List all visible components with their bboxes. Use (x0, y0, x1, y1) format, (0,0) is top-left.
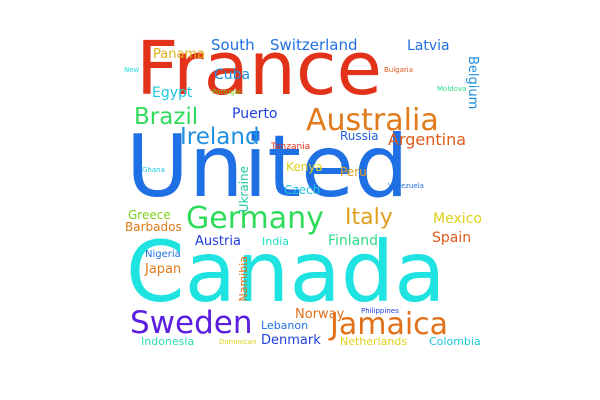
word-netherlands: Netherlands (340, 335, 408, 348)
word-germany: Germany (186, 201, 324, 236)
word-australia: Australia (306, 103, 439, 138)
word-jamaica: Jamaica (330, 307, 449, 342)
word-cuba: Cuba (214, 67, 251, 83)
word-south: South (211, 36, 255, 54)
word-panama: Panama (153, 47, 206, 62)
word-bulgaria: Bulgaria (384, 66, 414, 74)
word-ukraine: Ukraine (237, 166, 251, 213)
word-italy: Italy (345, 205, 393, 230)
word-united: United (126, 117, 409, 217)
word-switzerland: Switzerland (270, 36, 358, 54)
word-barbados: Barbados (125, 220, 182, 234)
word-japan: Japan (145, 262, 182, 277)
word-tanzania: Tanzania (271, 142, 311, 152)
word-greece: Greece (128, 208, 171, 222)
word-ghana: Ghana (142, 166, 165, 174)
word-brazil: Brazil (134, 104, 199, 130)
word-philippines: Philippines (361, 307, 399, 315)
word-czech: Czech (284, 183, 321, 197)
word-france: France (136, 26, 383, 112)
word-kenya: Kenya (286, 160, 323, 174)
word-puerto: Puerto (232, 106, 278, 122)
word-ireland: Ireland (180, 124, 260, 150)
word-austria: Austria (195, 234, 241, 249)
word-moldova: Moldova (437, 85, 467, 93)
word-nigeria: Nigeria (145, 249, 181, 260)
word-argentina: Argentina (388, 130, 467, 149)
word-peru: Peru (340, 165, 367, 179)
word-lebanon: Lebanon (261, 319, 309, 332)
word-namibia: Namibia (237, 256, 250, 302)
word-new: New (124, 66, 140, 74)
word-indonesia: Indonesia (141, 335, 195, 348)
word-india: India (262, 235, 289, 248)
word-belgium: Belgium (465, 56, 480, 110)
word-venezuela: Venezuela (388, 182, 424, 190)
word-portugal: Portugal (212, 88, 241, 96)
word-dominican: Dominican (219, 338, 257, 346)
word-latvia: Latvia (407, 38, 450, 54)
word-russia: Russia (340, 129, 379, 143)
word-mexico: Mexico (433, 211, 482, 227)
word-denmark: Denmark (261, 333, 321, 348)
word-spain: Spain (432, 230, 472, 246)
word-finland: Finland (328, 233, 379, 249)
word-norway: Norway (295, 307, 345, 322)
word-canada: Canada (126, 223, 446, 321)
word-colombia: Colombia (429, 335, 481, 348)
word-sweden: Sweden (130, 305, 253, 341)
word-egypt: Egypt (152, 85, 193, 101)
